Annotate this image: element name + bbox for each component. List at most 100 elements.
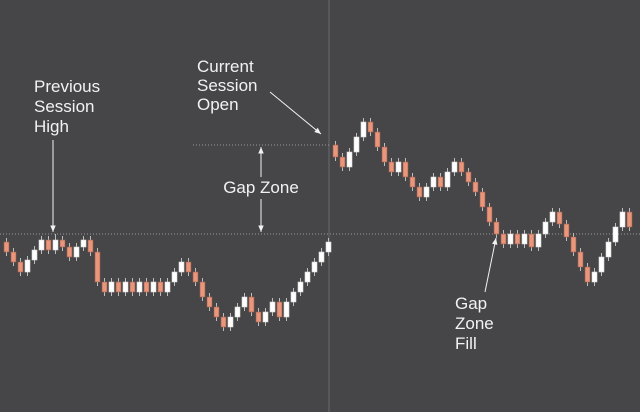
- candle-body: [73, 246, 80, 258]
- candle-body: [24, 259, 31, 273]
- candle-body: [101, 281, 108, 293]
- candle-body: [346, 151, 353, 168]
- candle-body: [248, 296, 255, 313]
- annotation-text: Previous: [34, 77, 100, 96]
- candle-body: [262, 311, 269, 323]
- candle-body: [150, 281, 157, 293]
- arrow-head: [258, 225, 264, 232]
- candle-body: [563, 223, 570, 238]
- arrow-head: [492, 238, 498, 245]
- candle-body: [458, 161, 465, 173]
- candle-body: [157, 281, 164, 293]
- candle-body: [556, 211, 563, 225]
- candle-body: [493, 221, 500, 235]
- candle-body: [402, 161, 409, 178]
- candle-body: [31, 249, 38, 261]
- arrow: [269, 91, 322, 135]
- candle-body: [80, 239, 87, 248]
- candle-body: [514, 233, 521, 245]
- candle-body: [66, 246, 73, 258]
- candle-body: [213, 306, 220, 318]
- arrow-head: [50, 225, 56, 232]
- candle-body: [591, 271, 598, 283]
- annotation-text: Zone: [455, 314, 494, 333]
- candle-body: [220, 316, 227, 328]
- candle-body: [395, 161, 402, 173]
- candle-body: [52, 239, 59, 251]
- candle-body: [479, 191, 486, 208]
- candle-body: [94, 251, 101, 283]
- candle-body: [605, 241, 612, 258]
- candle-body: [339, 156, 346, 168]
- candle-body: [311, 261, 318, 273]
- candle-body: [444, 171, 451, 188]
- candle-body: [227, 316, 234, 328]
- candle-body: [416, 186, 423, 198]
- candle-body: [423, 186, 430, 198]
- candle-body: [535, 233, 542, 248]
- candle-body: [451, 161, 458, 173]
- candle-body: [164, 281, 171, 293]
- candle-body: [584, 266, 591, 283]
- arrow-head: [314, 127, 321, 134]
- candle-body: [353, 136, 360, 153]
- candle-body: [325, 241, 332, 253]
- candle-body: [437, 176, 444, 188]
- candle-body: [143, 281, 150, 293]
- candle-body: [367, 121, 374, 133]
- candle-body: [178, 261, 185, 273]
- candle-body: [17, 261, 24, 273]
- candle-body: [332, 144, 339, 158]
- candle-body: [269, 301, 276, 313]
- candle-body: [388, 161, 395, 173]
- annotation-text: Session: [197, 76, 257, 95]
- candle-body: [45, 239, 52, 251]
- candle-body: [122, 281, 129, 293]
- candle-body: [255, 311, 262, 323]
- candle-body: [59, 239, 66, 248]
- candle-body: [108, 281, 115, 293]
- candle-body: [136, 281, 143, 293]
- candle-body: [290, 291, 297, 303]
- candle-body: [500, 233, 507, 245]
- arrow-head: [258, 147, 264, 154]
- candle-body: [283, 301, 290, 318]
- candle-body: [619, 211, 626, 228]
- arrow: [484, 237, 497, 293]
- annotation-text: Current: [197, 57, 254, 76]
- candle-body: [241, 296, 248, 308]
- candle-body: [507, 233, 514, 245]
- candle-body: [185, 261, 192, 273]
- candle-body: [570, 236, 577, 253]
- candle-body: [297, 281, 304, 293]
- annotation-text: High: [34, 117, 69, 136]
- candle-body: [486, 206, 493, 223]
- candle-body: [430, 176, 437, 188]
- candle-body: [234, 306, 241, 318]
- candle-body: [199, 281, 206, 298]
- candle-body: [318, 251, 325, 263]
- annotation-text: Gap Zone: [223, 178, 299, 197]
- annotation-text: Fill: [455, 334, 477, 353]
- annotation-text: Gap: [455, 294, 487, 313]
- candle-body: [115, 281, 122, 293]
- candle-body: [549, 211, 556, 223]
- annotation-text: Session: [34, 97, 94, 116]
- candle-body: [3, 241, 10, 253]
- candle-body: [374, 131, 381, 148]
- candle-body: [192, 271, 199, 283]
- candle-body: [626, 211, 633, 228]
- candle-body: [304, 271, 311, 283]
- candle-body: [528, 233, 535, 248]
- candle-body: [171, 271, 178, 283]
- candle-body: [409, 176, 416, 188]
- candle-body: [465, 171, 472, 183]
- candle-body: [129, 281, 136, 293]
- candle-body: [577, 251, 584, 268]
- annotation-text: Open: [197, 95, 239, 114]
- candle-body: [276, 301, 283, 318]
- candle-body: [542, 221, 549, 235]
- candle-body: [10, 251, 17, 263]
